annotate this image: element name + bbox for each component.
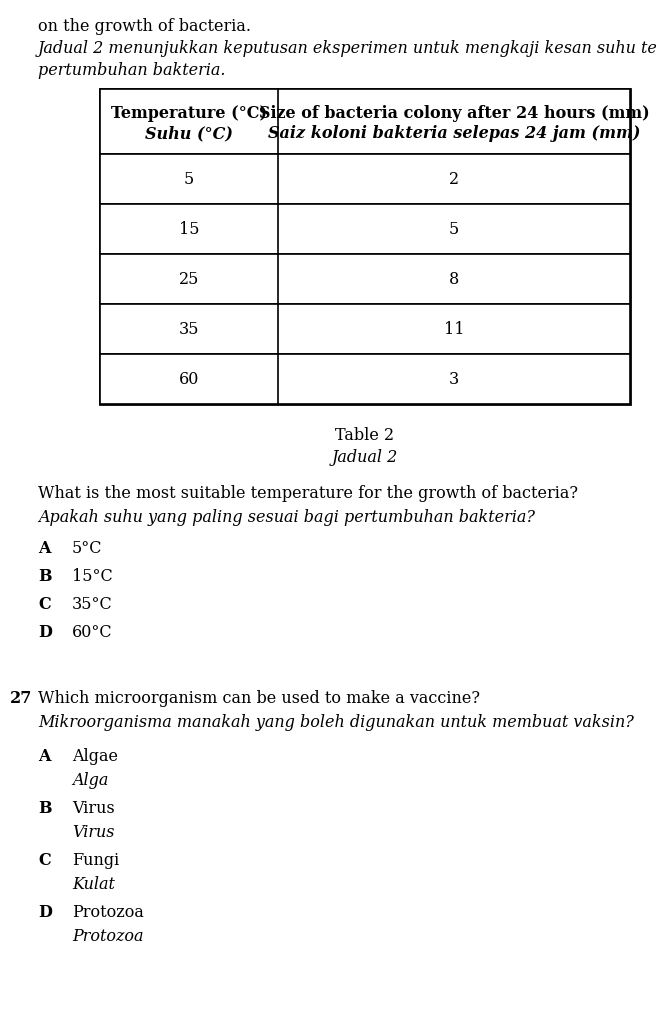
Text: D: D <box>38 903 52 920</box>
Text: Protozoa: Protozoa <box>72 903 144 920</box>
Text: 5: 5 <box>184 171 194 189</box>
Text: Jadual 2: Jadual 2 <box>332 448 398 466</box>
Text: Virus: Virus <box>72 823 115 841</box>
Text: A: A <box>38 747 51 764</box>
Text: Alga: Alga <box>72 771 108 789</box>
Text: Virus: Virus <box>72 799 115 816</box>
Text: What is the most suitable temperature for the growth of bacteria?: What is the most suitable temperature fo… <box>38 484 578 501</box>
Bar <box>100 355 630 405</box>
Bar <box>100 205 630 255</box>
Bar <box>100 255 630 305</box>
Text: Size of bacteria colony after 24 hours (mm): Size of bacteria colony after 24 hours (… <box>258 105 649 122</box>
Bar <box>100 155 630 205</box>
Bar <box>100 90 630 405</box>
Text: 5: 5 <box>449 221 459 238</box>
Text: B: B <box>38 799 52 816</box>
Text: on the growth of bacteria.: on the growth of bacteria. <box>38 18 251 35</box>
Text: 35°C: 35°C <box>72 595 113 612</box>
Text: pertumbuhan bakteria.: pertumbuhan bakteria. <box>38 62 226 78</box>
Text: 25: 25 <box>179 271 199 288</box>
Text: Apakah suhu yang paling sesuai bagi pertumbuhan bakteria?: Apakah suhu yang paling sesuai bagi pert… <box>38 508 535 526</box>
Text: 15: 15 <box>178 221 199 238</box>
Text: Mikroorganisma manakah yang boleh digunakan untuk membuat vaksin?: Mikroorganisma manakah yang boleh diguna… <box>38 713 634 731</box>
Text: 11: 11 <box>443 321 464 338</box>
Text: 60: 60 <box>179 371 199 388</box>
Text: 60°C: 60°C <box>72 624 113 640</box>
Text: Which microorganism can be used to make a vaccine?: Which microorganism can be used to make … <box>38 689 480 706</box>
Text: Saiz koloni bakteria selepas 24 jam (mm): Saiz koloni bakteria selepas 24 jam (mm) <box>268 125 640 142</box>
Text: Protozoa: Protozoa <box>72 927 144 944</box>
Text: Algae: Algae <box>72 747 118 764</box>
Text: C: C <box>38 595 51 612</box>
Text: 35: 35 <box>178 321 199 338</box>
Text: C: C <box>38 851 51 868</box>
Text: Fungi: Fungi <box>72 851 119 868</box>
Text: Table 2: Table 2 <box>335 427 394 443</box>
Text: Kulat: Kulat <box>72 875 115 892</box>
Text: Temperature (°C): Temperature (°C) <box>111 105 267 122</box>
Text: B: B <box>38 568 52 585</box>
Text: Jadual 2 menunjukkan keputusan eksperimen untuk mengkaji kesan suhu terha: Jadual 2 menunjukkan keputusan eksperime… <box>38 40 656 57</box>
Text: 2: 2 <box>449 171 459 189</box>
Text: A: A <box>38 539 51 556</box>
Text: 3: 3 <box>449 371 459 388</box>
Text: 5°C: 5°C <box>72 539 102 556</box>
Text: D: D <box>38 624 52 640</box>
Bar <box>100 90 630 155</box>
Text: Suhu (°C): Suhu (°C) <box>145 125 233 142</box>
Bar <box>100 305 630 355</box>
Text: 15°C: 15°C <box>72 568 113 585</box>
Text: 27: 27 <box>10 689 32 706</box>
Text: 8: 8 <box>449 271 459 288</box>
